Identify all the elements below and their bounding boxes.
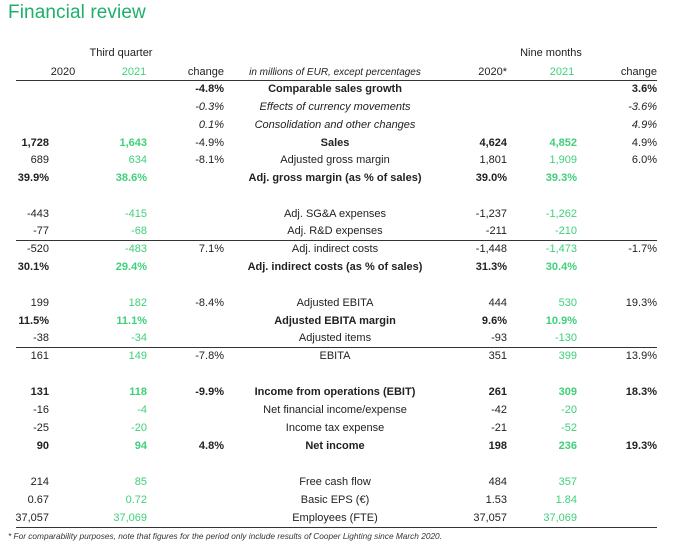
third-quarter-label: Third quarter bbox=[89, 47, 153, 59]
table-row: 1,728 1,643 -4.9% Sales 4,624 4,852 4.9% bbox=[21, 137, 657, 149]
table-row: 30.1% 29.4% Adj. indirect costs (as % of… bbox=[17, 261, 577, 273]
table-row: -77 -68 Adj. R&D expenses -211 -210 bbox=[33, 225, 577, 237]
table-row: 0.1% Consolidation and other changes 4.9… bbox=[198, 119, 657, 131]
table-row: -25 -20 Income tax expense -21 -52 bbox=[33, 422, 577, 434]
table-row: 39.9% 38.6% Adj. gross margin (as % of s… bbox=[17, 172, 577, 184]
column-header-row: 2020 2021 change in millions of EUR, exc… bbox=[0, 64, 673, 81]
table-row: -520 -483 7.1% Adj. indirect costs -1,44… bbox=[26, 243, 657, 255]
table-row: 37,057 37,069 Employees (FTE) 37,057 37,… bbox=[15, 512, 577, 524]
table-row: 214 85 Free cash flow 484 357 bbox=[30, 476, 577, 488]
table-row: 90 94 4.8% Net income 198 236 19.3% bbox=[36, 440, 657, 452]
table-row: 11.5% 11.1% Adjusted EBITA margin 9.6% 1… bbox=[18, 315, 577, 327]
table-row: 161 149 -7.8% EBITA 351 399 13.9% bbox=[30, 350, 657, 362]
footnote: * For comparability purposes, note that … bbox=[8, 531, 442, 541]
ebita-divider bbox=[16, 347, 657, 348]
table-bottom-border bbox=[16, 527, 657, 528]
header-group-row: Third quarter Nine months bbox=[0, 45, 673, 62]
subtotal-divider bbox=[16, 240, 657, 241]
col-nm-2020: 2020* bbox=[478, 66, 507, 78]
col-q3-2020: 2020 bbox=[50, 66, 76, 78]
page-title: Financial review bbox=[8, 2, 146, 23]
col-q3-change: change bbox=[187, 66, 224, 78]
table-row: -4.8% Comparable sales growth 3.6% bbox=[195, 83, 657, 95]
table-row: 689 634 -8.1% Adjusted gross margin 1,80… bbox=[30, 154, 657, 166]
col-nm-2021: 2021 bbox=[549, 66, 575, 78]
table-row: -16 -4 Net financial income/expense -42 … bbox=[33, 404, 577, 416]
col-q3-2021: 2021 bbox=[121, 66, 147, 78]
header-divider bbox=[16, 80, 657, 81]
table-row: 0.67 0.72 Basic EPS (€) 1.53 1.84 bbox=[27, 494, 577, 506]
table-row: 131 118 -9.9% Income from operations (EB… bbox=[30, 386, 657, 398]
col-description: in millions of EUR, except percentages bbox=[249, 67, 421, 78]
table-row: -38 -34 Adjusted items -93 -130 bbox=[33, 332, 577, 344]
table-row: 199 182 -8.4% Adjusted EBITA 444 530 19.… bbox=[30, 297, 657, 309]
table-row: -443 -415 Adj. SG&A expenses -1,237 -1,2… bbox=[26, 208, 577, 220]
nine-months-label: Nine months bbox=[520, 47, 582, 59]
col-nm-change: change bbox=[620, 66, 657, 78]
table-row: -0.3% Effects of currency movements -3.6… bbox=[195, 101, 657, 113]
